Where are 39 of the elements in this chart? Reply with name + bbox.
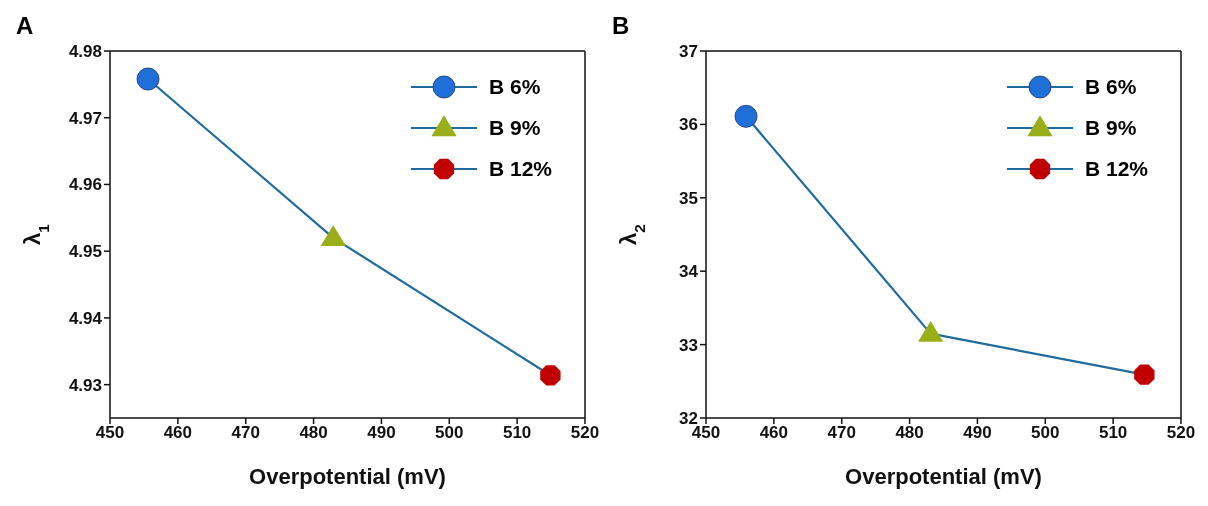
legend-label: B 9% <box>488 115 541 140</box>
x-tick-label: 520 <box>1166 423 1196 443</box>
x-tick-label: 480 <box>299 423 328 443</box>
x-tick-label: 470 <box>827 423 856 443</box>
y-tick-label: 4.94 <box>68 308 103 328</box>
point <box>136 67 160 91</box>
x-tick-label: 510 <box>1098 423 1128 443</box>
legend-label: B 12% <box>488 156 552 181</box>
y-tick-label: 35 <box>679 188 698 208</box>
x-tick-label: 460 <box>163 423 193 443</box>
x-axis-title: Overpotential (mV) <box>845 464 1042 489</box>
x-tick-label: 500 <box>435 423 464 443</box>
x-tick-label: 450 <box>95 423 125 443</box>
chart-title: B <box>612 12 630 40</box>
y-tick-label: 4.95 <box>68 242 102 262</box>
y-tick-label: 4.97 <box>68 108 102 128</box>
x-tick-label: 460 <box>759 423 789 443</box>
y-tick-label: 4.98 <box>68 42 102 62</box>
y-tick-label: 37 <box>679 42 698 62</box>
legend-label: B 9% <box>1084 115 1137 140</box>
x-tick-label: 520 <box>570 423 600 443</box>
point <box>320 225 346 247</box>
point <box>540 365 561 386</box>
x-tick-label: 490 <box>367 423 396 443</box>
y-tick-label: 4.93 <box>68 375 102 395</box>
x-tick-label: 500 <box>1031 423 1060 443</box>
y-tick-label: 4.96 <box>68 175 102 195</box>
legend-label: B 12% <box>1084 156 1148 181</box>
y-tick-label: 33 <box>679 335 698 355</box>
y-tick-label: 36 <box>679 115 698 135</box>
x-tick-label: 470 <box>231 423 260 443</box>
x-tick-label: 510 <box>502 423 532 443</box>
x-tick-label: 490 <box>963 423 992 443</box>
x-axis-title: Overpotential (mV) <box>249 464 446 489</box>
chart-title: A <box>16 12 34 40</box>
y-tick-label: 34 <box>679 262 699 282</box>
legend-label: B 6% <box>1084 74 1137 99</box>
x-tick-label: 480 <box>895 423 924 443</box>
legend-label: B 6% <box>488 74 541 99</box>
